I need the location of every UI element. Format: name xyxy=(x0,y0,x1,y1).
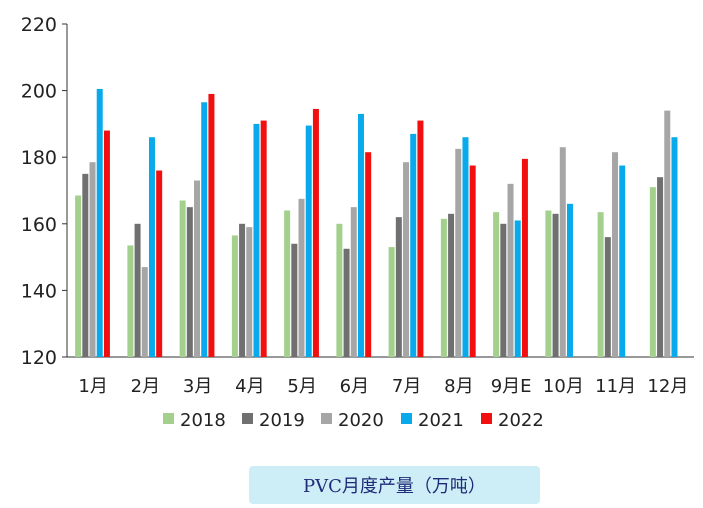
legend-swatch xyxy=(321,413,332,424)
bar xyxy=(194,180,201,357)
bar xyxy=(619,165,626,357)
bars xyxy=(75,88,678,358)
legend-swatch xyxy=(242,413,253,424)
bar xyxy=(417,120,424,357)
bar xyxy=(514,220,521,357)
x-tick-label: 10月 xyxy=(543,376,584,397)
bar xyxy=(365,152,372,357)
bar xyxy=(350,207,357,357)
bar xyxy=(507,183,514,357)
y-tick-label: 160 xyxy=(21,214,57,236)
bar xyxy=(448,213,455,357)
bar xyxy=(649,187,656,357)
bar-chart: 120 140 160 180 200 220 1月 2月 3月 4月 5月 6月 7月 8月 9月E 10… xyxy=(21,14,694,431)
bar xyxy=(500,223,507,357)
bar xyxy=(186,207,193,357)
legend-label: 2019 xyxy=(259,410,305,431)
bar xyxy=(493,212,500,357)
bar xyxy=(469,165,476,357)
y-tick-label: 140 xyxy=(21,280,57,302)
bar xyxy=(141,267,148,357)
bar xyxy=(657,177,664,357)
bar xyxy=(545,210,552,357)
bar xyxy=(148,137,155,357)
x-tick-label: 9月E xyxy=(491,376,532,397)
legend-label: 2018 xyxy=(180,410,226,431)
bar xyxy=(336,223,343,357)
bar xyxy=(75,195,82,357)
x-tick-label: 7月 xyxy=(392,376,421,397)
bar xyxy=(156,170,163,357)
x-tick-label: 12月 xyxy=(647,376,688,397)
x-tick-label: 8月 xyxy=(444,376,473,397)
bar xyxy=(82,173,89,357)
bar xyxy=(559,147,566,357)
y-tick-label: 220 xyxy=(21,14,57,36)
bar xyxy=(566,203,573,357)
bar xyxy=(388,247,395,357)
y-tick-label: 200 xyxy=(21,81,57,103)
legend-label: 2020 xyxy=(338,410,384,431)
bar xyxy=(395,217,402,357)
bar xyxy=(462,137,469,357)
bar xyxy=(410,133,417,357)
bar xyxy=(343,248,350,357)
legend-swatch xyxy=(401,413,412,424)
bar xyxy=(96,88,103,357)
bar xyxy=(284,210,291,357)
bar xyxy=(403,162,410,357)
bar xyxy=(552,213,559,357)
y-tick-label: 120 xyxy=(21,347,57,369)
x-axis: 1月 2月 3月 4月 5月 6月 7月 8月 9月E 10月 11月 12月 xyxy=(67,356,694,397)
bar xyxy=(312,108,319,357)
bar xyxy=(246,227,253,357)
x-tick-label: 2月 xyxy=(131,376,160,397)
x-tick-label: 6月 xyxy=(340,376,369,397)
chart-caption: PVC月度产量（万吨） xyxy=(249,466,540,504)
bar xyxy=(597,212,604,357)
bar xyxy=(260,120,267,357)
bar xyxy=(357,113,364,357)
x-tick-label: 11月 xyxy=(595,376,636,397)
y-axis: 120 140 160 180 200 220 xyxy=(21,14,68,369)
bar xyxy=(201,102,208,357)
bar xyxy=(291,243,298,357)
bar xyxy=(612,152,619,357)
legend-swatch xyxy=(163,413,174,424)
bar xyxy=(664,110,671,357)
bar xyxy=(127,245,134,357)
x-tick-label: 4月 xyxy=(235,376,264,397)
legend-label: 2022 xyxy=(498,410,544,431)
bar xyxy=(521,158,528,357)
legend-swatch xyxy=(481,413,492,424)
bar xyxy=(134,223,141,357)
bar xyxy=(305,125,312,357)
bar xyxy=(103,130,110,357)
bar xyxy=(253,123,260,358)
bar xyxy=(298,198,305,357)
x-tick-label: 5月 xyxy=(287,376,316,397)
bar xyxy=(89,162,96,357)
bar xyxy=(671,137,678,357)
legend-label: 2021 xyxy=(418,410,464,431)
bar xyxy=(179,200,186,357)
bar xyxy=(440,218,447,357)
legend: 2018 2019 2020 2021 2022 xyxy=(163,410,544,431)
x-tick-label: 1月 xyxy=(78,376,107,397)
bar xyxy=(231,235,238,357)
bar xyxy=(208,93,215,358)
bar xyxy=(604,237,611,357)
x-tick-label: 3月 xyxy=(183,376,212,397)
bar xyxy=(239,223,246,357)
bar xyxy=(455,148,462,357)
y-tick-label: 180 xyxy=(21,147,57,169)
